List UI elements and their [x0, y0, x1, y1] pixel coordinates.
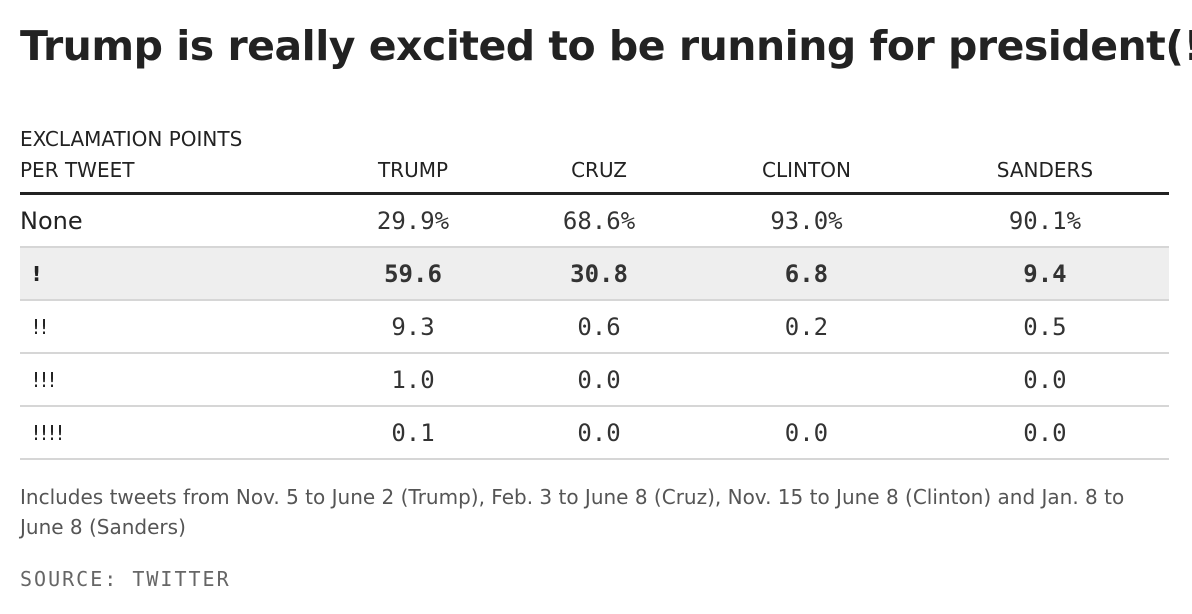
column-header-clinton: CLINTON	[692, 124, 921, 195]
cell-sanders: 0.5	[920, 300, 1169, 354]
cell-trump: 0.1	[320, 406, 507, 460]
cell-sanders: 9.4	[920, 247, 1169, 301]
cell-clinton	[692, 353, 921, 407]
table-row: None 29.9% 68.6% 93.0% 90.1%	[20, 193, 1169, 248]
column-header-sanders: SANDERS	[920, 124, 1169, 195]
row-label: None	[20, 193, 320, 248]
row-label: !!!	[20, 353, 320, 407]
cell-clinton: 93.0%	[692, 193, 921, 248]
row-label: !!!!	[20, 406, 320, 460]
cell-cruz: 0.6	[506, 300, 693, 354]
table-row: ! 59.6 30.8 6.8 9.4	[20, 247, 1169, 301]
cell-clinton: 0.0	[692, 406, 921, 460]
column-header-cruz: CRUZ	[506, 124, 693, 195]
row-header-line-2: PER TWEET	[20, 158, 135, 182]
row-header-line-1: EXCLAMATION POINTS	[20, 127, 243, 151]
cell-trump: 1.0	[320, 353, 507, 407]
table-body: None 29.9% 68.6% 93.0% 90.1%! 59.6 30.8 6.8 9.4!…	[20, 193, 1169, 460]
chart-title: Trump is really excited to be running fo…	[20, 22, 1192, 70]
cell-trump: 29.9%	[320, 193, 507, 248]
cell-clinton: 6.8	[692, 247, 921, 301]
cell-cruz: 68.6%	[506, 193, 693, 248]
table-header-row: EXCLAMATION POINTS PER TWEET TRUMP CRUZ …	[20, 124, 1169, 195]
row-label: !	[20, 247, 320, 301]
exclamation-table: EXCLAMATION POINTS PER TWEET TRUMP CRUZ …	[20, 124, 1169, 460]
row-header: EXCLAMATION POINTS PER TWEET	[20, 124, 320, 195]
cell-cruz: 0.0	[506, 406, 693, 460]
chart-note: Includes tweets from Nov. 5 to June 2 (T…	[20, 485, 1125, 539]
chart-source: SOURCE: TWITTER	[20, 567, 231, 591]
table-row: !!!! 0.1 0.0 0.0 0.0	[20, 406, 1169, 460]
cell-trump: 59.6	[320, 247, 507, 301]
cell-cruz: 30.8	[506, 247, 693, 301]
table-row: !! 9.3 0.6 0.2 0.5	[20, 300, 1169, 354]
cell-cruz: 0.0	[506, 353, 693, 407]
cell-sanders: 0.0	[920, 353, 1169, 407]
cell-trump: 9.3	[320, 300, 507, 354]
cell-sanders: 0.0	[920, 406, 1169, 460]
table-row: !!! 1.0 0.0 0.0	[20, 353, 1169, 407]
row-label: !!	[20, 300, 320, 354]
column-header-trump: TRUMP	[320, 124, 507, 195]
cell-sanders: 90.1%	[920, 193, 1169, 248]
cell-clinton: 0.2	[692, 300, 921, 354]
